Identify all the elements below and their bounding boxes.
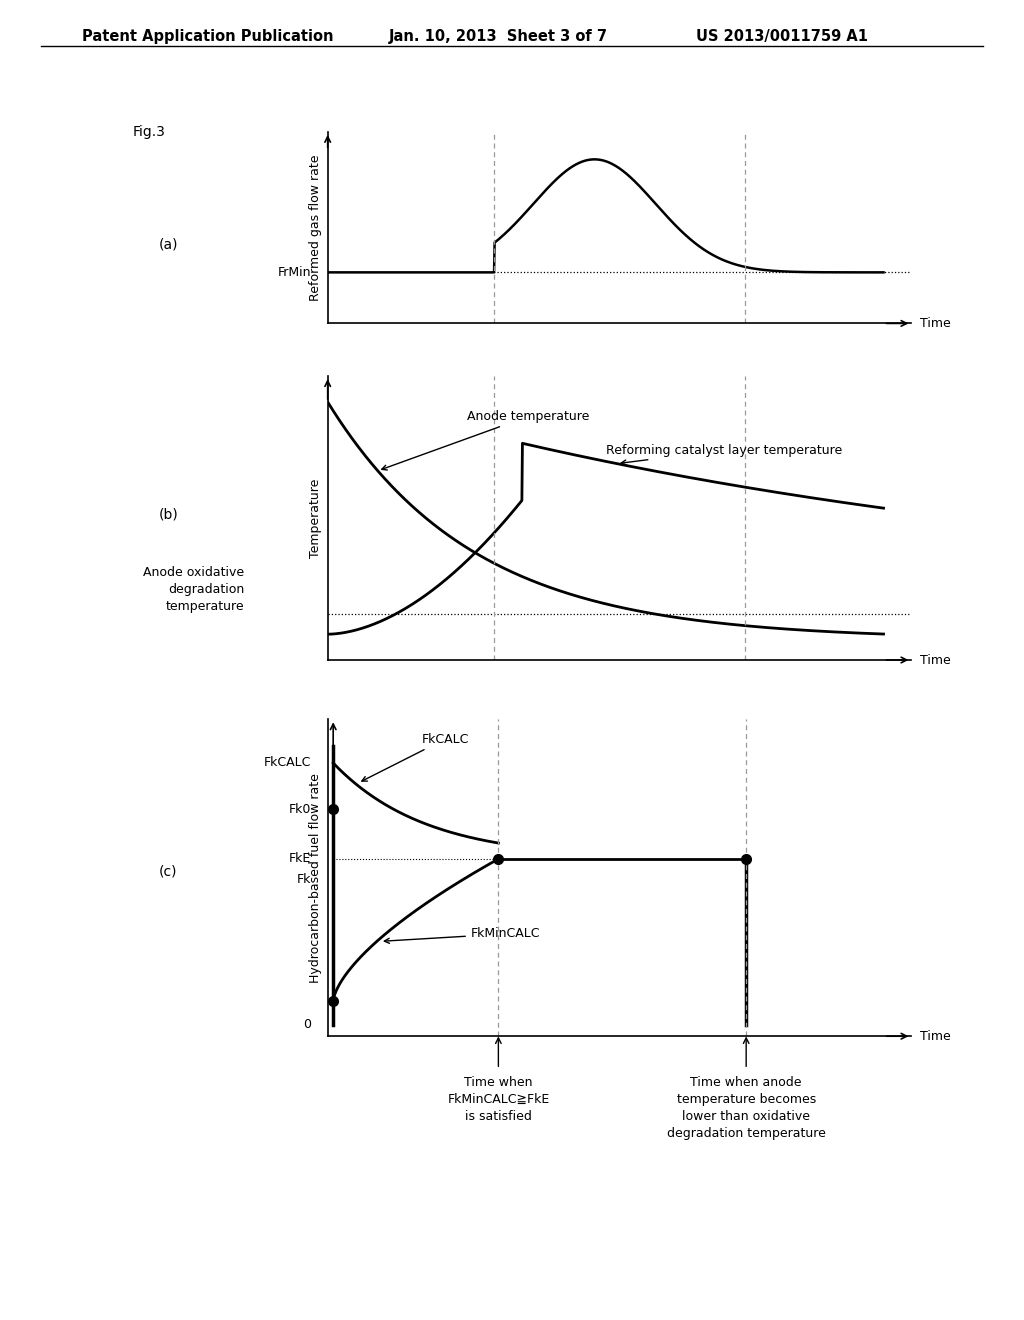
- Text: FrMin: FrMin: [278, 265, 311, 279]
- Text: Time when
FkMinCALC≧FkE
is satisfied: Time when FkMinCALC≧FkE is satisfied: [447, 1076, 550, 1123]
- Text: (a): (a): [159, 238, 178, 251]
- Text: Fk0: Fk0: [289, 803, 311, 816]
- Y-axis label: Reformed gas flow rate: Reformed gas flow rate: [309, 154, 323, 301]
- Text: Reforming catalyst layer temperature: Reforming catalyst layer temperature: [605, 444, 842, 465]
- Text: FkCALC: FkCALC: [264, 756, 311, 770]
- Text: US 2013/0011759 A1: US 2013/0011759 A1: [696, 29, 868, 44]
- Text: Anode temperature: Anode temperature: [382, 411, 589, 470]
- Text: FkE: FkE: [289, 853, 311, 866]
- Text: Patent Application Publication: Patent Application Publication: [82, 29, 334, 44]
- Text: Time: Time: [920, 317, 950, 330]
- Text: (c): (c): [159, 865, 177, 878]
- Text: Time when anode
temperature becomes
lower than oxidative
degradation temperature: Time when anode temperature becomes lowe…: [667, 1076, 825, 1139]
- Text: (b): (b): [159, 508, 178, 521]
- Text: Anode oxidative
degradation
temperature: Anode oxidative degradation temperature: [143, 565, 245, 612]
- Text: FkCALC: FkCALC: [361, 733, 469, 781]
- Text: Fig.3: Fig.3: [133, 125, 166, 140]
- Y-axis label: Hydrocarbon-based fuel flow rate: Hydrocarbon-based fuel flow rate: [309, 774, 323, 982]
- Text: 0: 0: [303, 1018, 311, 1031]
- Text: FkMinCALC: FkMinCALC: [384, 928, 541, 944]
- Text: Time: Time: [920, 1030, 950, 1043]
- Text: Time: Time: [920, 653, 950, 667]
- Text: Jan. 10, 2013  Sheet 3 of 7: Jan. 10, 2013 Sheet 3 of 7: [389, 29, 608, 44]
- Y-axis label: Temperature: Temperature: [309, 478, 323, 558]
- Text: Fk: Fk: [297, 873, 311, 886]
